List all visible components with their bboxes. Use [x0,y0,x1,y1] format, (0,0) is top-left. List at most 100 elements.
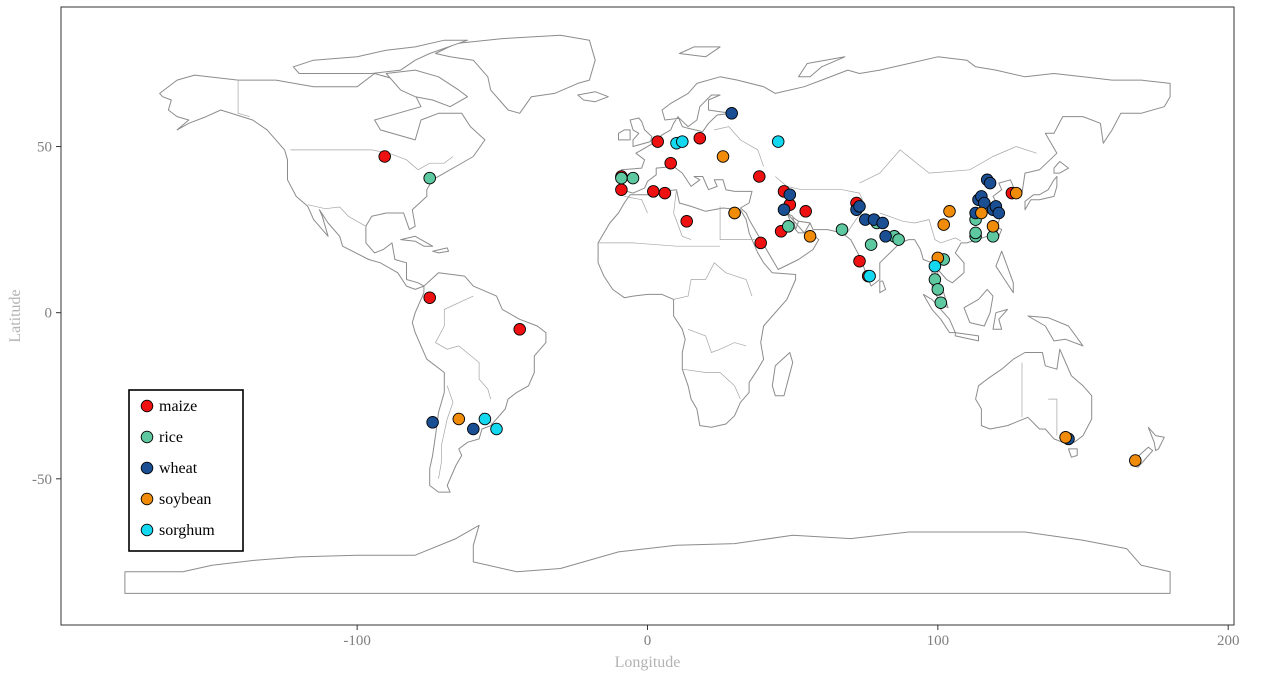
legend-label-sorghum: sorghum [159,522,215,539]
legend-key-maize [140,399,154,413]
country-border [719,206,755,240]
novaya-zemlya [798,56,846,78]
hispaniola [432,247,450,254]
hokkaido [1053,161,1069,174]
x-axis-title: Longitude [615,654,681,671]
country-border [438,385,454,479]
point-maize [799,205,812,218]
x-tick-label: 200 [1217,633,1240,649]
point-maize [693,131,707,145]
country-border [435,295,492,400]
country-border [624,196,648,214]
point-rice [969,226,982,240]
point-rice [934,296,948,309]
country-border [682,368,741,400]
legend-label-rice: rice [159,429,183,446]
country-border [598,242,721,247]
point-rice [423,171,436,185]
point-maize [615,183,628,196]
point-rice [931,283,945,296]
philippines [995,250,1014,294]
point-soybean [943,205,956,218]
axes: -100 0 100 200 50 0 -50 Longitude Latitude [7,140,1239,671]
world-basemap [124,34,1171,594]
arabian-gulf-coast [786,212,811,234]
point-rice [864,238,878,251]
north-america-landmass [159,73,486,290]
point-maize [753,170,766,183]
x-tick-label: 0 [644,633,652,649]
point-soybean [1059,431,1072,444]
legend-key-wheat [140,461,154,475]
country-border [237,80,250,117]
x-tick-label: 100 [927,633,950,649]
y-axis-title: Latitude [7,289,24,342]
point-soybean [1009,186,1023,200]
point-maize [651,135,664,148]
legend: maize rice wheat soybean sorghum [128,389,244,552]
legend-key-soybean [140,492,154,506]
country-border [775,176,866,237]
africa-landmass [597,189,797,428]
point-sorghum [676,135,689,148]
point-sorghum [928,259,942,273]
point-rice [892,233,905,246]
iceland [577,91,609,103]
madagascar [771,352,794,397]
country-border [307,204,367,227]
svalbard [678,46,721,58]
point-wheat [725,107,738,120]
new-guinea [1027,315,1084,347]
great-britain [629,117,653,147]
point-soybean [728,206,741,220]
legend-label-maize: maize [159,398,197,415]
point-rice [615,171,628,185]
point-soybean [975,206,988,220]
country-border [1048,398,1058,436]
country-border [879,212,962,244]
point-wheat [992,206,1006,220]
legend-key-rice [140,430,154,444]
point-wheat [876,216,889,230]
country-border [673,189,692,240]
point-maize [647,185,660,198]
country-border [673,262,753,300]
point-rice [782,220,795,233]
borneo [963,288,994,327]
point-maize [853,254,866,268]
point-wheat [853,200,866,213]
point-maize [378,150,391,163]
point-wheat [426,416,439,429]
point-soybean [716,150,730,163]
y-tick-label: 50 [37,140,52,156]
legend-label-soybean: soybean [159,491,211,508]
point-soybean [986,220,1000,233]
point-sorghum [490,422,503,436]
point-maize [664,156,677,170]
greenland-landmass [435,34,596,114]
sulawesi [992,308,1008,330]
point-wheat [983,176,997,190]
y-tick-label: -50 [32,472,52,488]
point-soybean [937,218,950,231]
japan [1024,176,1058,211]
point-sorghum [771,135,785,148]
point-wheat [467,422,480,436]
point-soybean [1129,454,1142,467]
point-maize [423,291,436,304]
y-tick-label: 0 [45,306,53,322]
point-wheat [783,188,797,201]
legend-label-wheat: wheat [159,460,198,477]
ireland [618,129,631,141]
south-america-landmass [411,272,547,493]
x-tick-label: -100 [343,633,371,649]
java [954,332,979,342]
australia-landmass [975,348,1093,443]
country-border [859,146,1037,184]
country-borders [237,80,1058,479]
country-border [687,328,747,353]
eurasia-landmass [620,56,1171,309]
point-rice [835,223,849,236]
country-border [714,126,764,167]
